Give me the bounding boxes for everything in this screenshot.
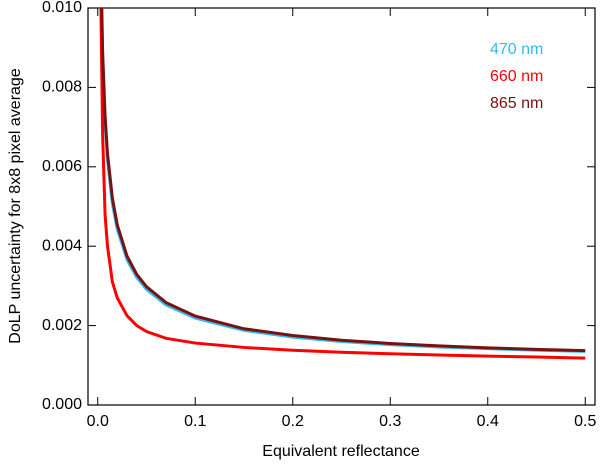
y-tick-label: 0.004 (42, 237, 82, 254)
y-tick-label: 0.002 (42, 317, 82, 334)
y-axis-label: DoLP uncertainty for 8x8 pixel average (7, 68, 24, 344)
series-line (99, 8, 586, 360)
legend-entry: 470 nm (490, 41, 543, 58)
y-tick-label: 0.000 (42, 396, 82, 413)
x-tick-label: 0.1 (184, 413, 206, 430)
legend-entry: 660 nm (490, 68, 543, 85)
x-tick-label: 0.5 (574, 413, 596, 430)
x-tick-label: 0.3 (379, 413, 401, 430)
x-tick-label: 0.0 (87, 413, 109, 430)
y-tick-label: 0.010 (42, 0, 82, 16)
plot-frame (87, 7, 596, 406)
x-axis-label: Equivalent reflectance (262, 443, 420, 460)
x-tick-label: 0.2 (282, 413, 304, 430)
legend-entry: 865 nm (490, 95, 543, 112)
x-tick-label: 0.4 (477, 413, 499, 430)
plot-area (99, 8, 586, 360)
y-tick-label: 0.008 (42, 79, 82, 96)
y-tick-label: 0.006 (42, 158, 82, 175)
series-line (100, 8, 586, 353)
